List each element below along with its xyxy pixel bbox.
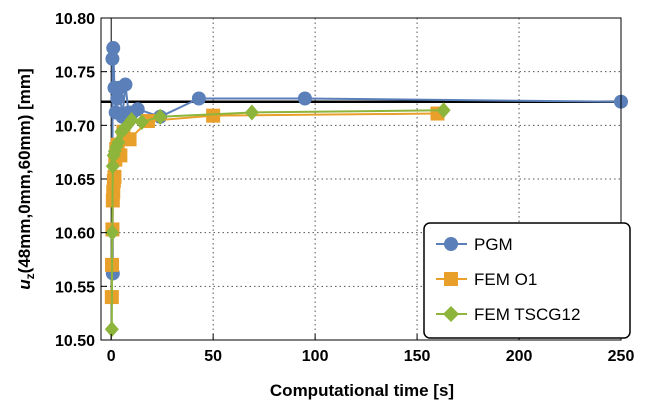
y-tick-label: 10.75 [55,65,95,82]
data-point-fem-o1 [206,108,221,123]
data-point-pgm [191,91,206,106]
legend-item-fem-tscg12: FEM TSCG12 [436,305,580,324]
data-point-pgm [297,91,312,106]
data-point-fem-tscg12 [134,114,149,131]
legend-box [423,222,631,339]
data-point-fem-tscg12 [104,321,119,338]
data-point-pgm [130,102,145,117]
legend-marker-pgm [444,237,458,251]
legend-label-fem-o1: FEM O1 [474,270,537,289]
y-tick-label: 10.55 [55,279,95,296]
y-tick-label: 10.80 [55,11,95,28]
y-axis-title: uz(48mm,0mm,60mm) [mm] [15,68,37,289]
x-tick-label: 50 [204,348,222,365]
legend-marker-fem-tscg12 [443,306,459,322]
tick-labels: 0 50 100 150 200 250 10.50 10.55 10.60 10.65 10.70… [55,11,634,365]
x-tick-label: 0 [107,348,116,365]
x-tick-label: 100 [302,348,329,365]
series-line-fem-o1 [110,112,438,298]
series-line-fem-tscg12 [110,109,444,330]
legend-item-pgm: PGM [436,235,513,254]
y-tick-label: 10.70 [55,118,95,135]
data-point-fem-tscg12 [124,111,139,128]
x-tick-label: 150 [404,348,431,365]
data-point-pgm [105,51,120,66]
data-point-fem-tscg12 [244,104,259,121]
y-axis-title-main: u [15,279,34,290]
data-point-fem-tscg12 [105,158,120,175]
data-point-fem-tscg12 [153,108,168,125]
data-point-pgm [110,91,125,106]
legend: PGM FEM O1 FEM TSCG12 [423,222,631,339]
data-point-fem-tscg12 [105,224,120,241]
legend-item-fem-o1: FEM O1 [436,270,537,289]
y-axis-title-sub: z [23,273,37,279]
data-point-fem-o1 [107,169,122,184]
series-layer [104,41,628,338]
data-point-pgm [106,41,121,56]
x-axis-title: Computational time [s] [270,381,454,400]
x-tick-label: 200 [506,348,533,365]
y-tick-label: 10.65 [55,172,95,189]
data-point-fem-tscg12 [436,102,451,119]
y-axis-title-rest: (48mm,0mm,60mm) [mm] [15,68,34,273]
x-tick-label: 250 [608,348,635,365]
legend-label-pgm: PGM [474,235,513,254]
data-point-pgm [118,77,133,92]
y-tick-label: 10.60 [55,226,95,243]
legend-label-fem-tscg12: FEM TSCG12 [474,305,580,324]
y-tick-label: 10.50 [55,333,95,350]
data-point-fem-o1 [122,132,137,147]
legend-marker-fem-o1 [444,272,458,286]
